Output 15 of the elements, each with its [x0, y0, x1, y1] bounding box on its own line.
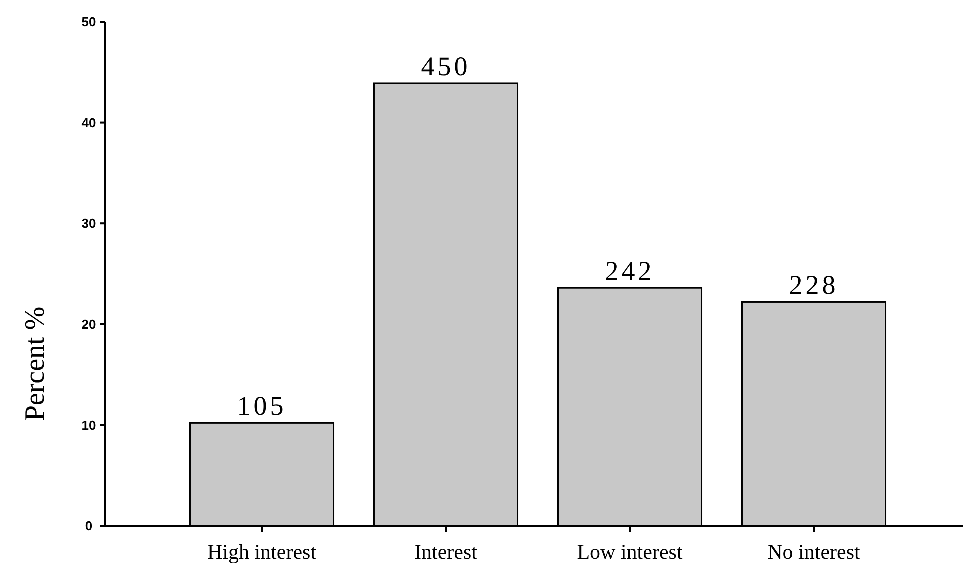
y-tick-label: 50: [82, 14, 96, 30]
x-tick-label: Interest: [414, 540, 478, 564]
x-tick-label: Low interest: [577, 540, 683, 564]
annotation: 242: [605, 256, 655, 286]
annotation: 105: [237, 391, 287, 422]
y-tick-label: 30: [82, 216, 96, 232]
annotation: 228: [789, 270, 839, 300]
x-tick-label: High interest: [207, 540, 317, 564]
y-tick-label: 10: [82, 418, 96, 433]
y-tick-label: 0: [85, 518, 93, 534]
y-tick-label: 20: [82, 316, 96, 332]
annotation: 450: [421, 51, 471, 82]
x-tick-label: No interest: [768, 540, 861, 564]
y-tick-label: 40: [82, 115, 96, 130]
y-axis-title: Percent %: [20, 306, 51, 422]
